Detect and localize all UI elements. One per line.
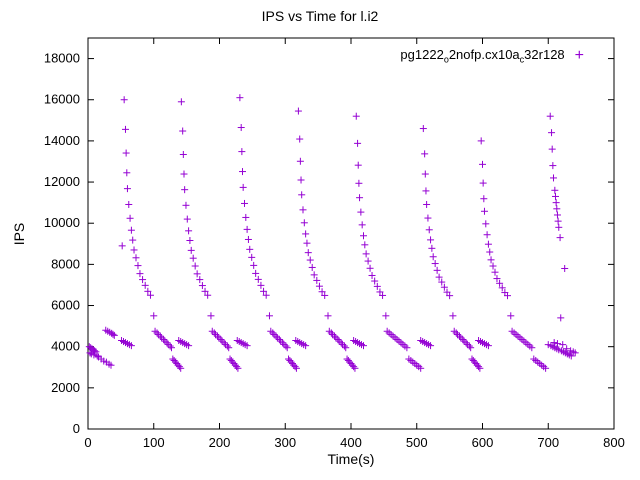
x-axis-label: Time(s) (327, 451, 375, 467)
y-tick-label: 6000 (51, 298, 80, 313)
x-tick-label: 400 (340, 435, 362, 450)
y-axis-label: IPS (11, 222, 27, 246)
y-tick-label: 2000 (51, 380, 80, 395)
legend: pg1222o2nofp.cx10ac32r128 + (400, 47, 584, 65)
y-tick-label: 12000 (44, 174, 80, 189)
y-tick-label: 10000 (44, 215, 80, 230)
y-tick-label: 8000 (51, 256, 80, 271)
legend-series-label: pg1222o2nofp.cx10ac32r128 (400, 47, 565, 65)
data-points (85, 94, 579, 372)
x-tick-label: 600 (472, 435, 494, 450)
axis-ticks: 0 100 200 300 400 500 600 700 800020004000600080… (44, 38, 625, 450)
y-tick-label: 14000 (44, 133, 80, 148)
y-tick-label: 18000 (44, 51, 80, 66)
y-tick-label: 0 (73, 421, 80, 436)
y-tick-label: 4000 (51, 339, 80, 354)
x-tick-label: 800 (603, 435, 625, 450)
y-tick-label: 16000 (44, 92, 80, 107)
x-tick-label: 200 (209, 435, 231, 450)
x-tick-label: 100 (143, 435, 165, 450)
plot-border (87, 37, 615, 430)
x-tick-label: 300 (274, 435, 296, 450)
legend-plus-marker: + (574, 46, 584, 64)
x-tick-label: 0 (84, 435, 91, 450)
x-tick-label: 500 (406, 435, 428, 450)
x-tick-label: 700 (537, 435, 559, 450)
chart-title: IPS vs Time for l.i2 (261, 8, 379, 24)
